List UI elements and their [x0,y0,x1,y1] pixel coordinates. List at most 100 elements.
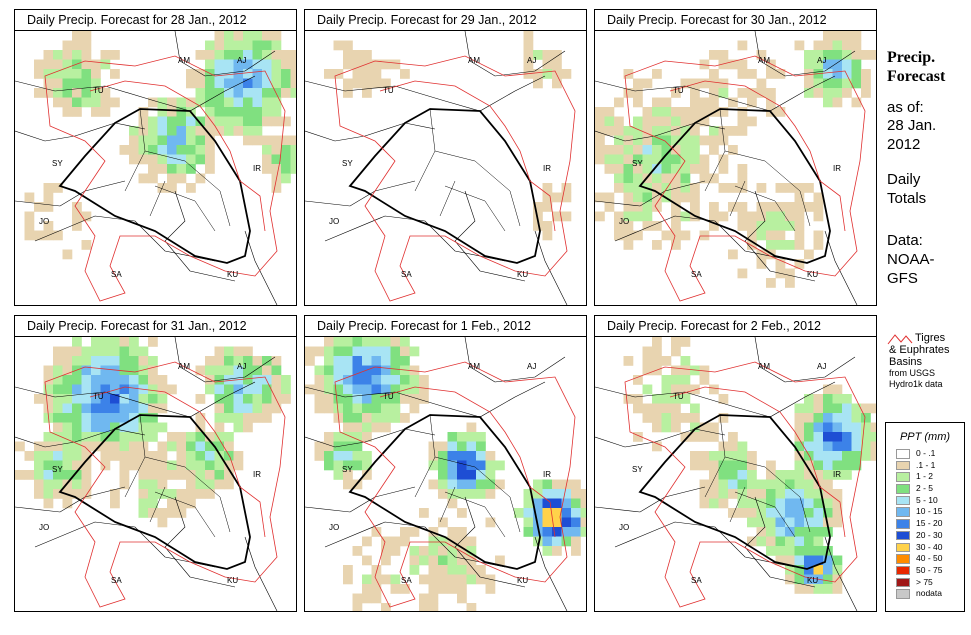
precip-cell [400,527,410,537]
precip-cell [690,116,700,127]
precip-cell [642,145,653,155]
ppt-legend-row: 50 - 75 [886,565,964,577]
province-border [474,160,521,227]
precip-cell [352,413,363,423]
precip-cell [775,508,786,518]
precip-cell [362,346,372,357]
precip-cell [699,59,710,70]
precip-cell [362,413,372,423]
precip-cell [333,375,344,385]
precip-cell [343,432,353,442]
precip-cell [561,517,572,528]
precip-cell [148,508,158,518]
precip-cell [81,240,92,250]
precip-cell [457,451,467,461]
precip-cell [205,451,215,461]
precip-cell [438,479,448,490]
precip-cell [138,422,149,433]
precip-cell [362,593,372,604]
precip-cell [466,489,477,499]
precip-cell [728,460,738,471]
precip-cell [842,69,852,79]
precip-cell [633,173,643,184]
precip-cell [642,126,653,136]
precip-cell [243,135,253,146]
country-border [754,337,856,383]
precip-cell [466,422,477,433]
country-border [244,230,278,305]
precip-cell [690,126,700,136]
precip-cell [428,536,439,547]
province-border [124,150,146,192]
country-border [174,31,276,77]
precip-cell [766,69,776,79]
ppt-color-swatch [896,507,910,517]
country-label: SA [691,576,702,585]
precip-cell [72,221,82,231]
precip-cell [110,69,120,79]
precip-cell [542,517,553,528]
precip-cell [119,394,130,404]
precip-cell [62,498,73,509]
precip-cell [709,145,719,155]
precip-cell [195,126,206,136]
precip-cell [457,546,467,556]
precip-cell [53,394,63,404]
precip-cell [91,346,101,357]
precip-cell [409,555,420,566]
precip-cell [785,546,795,556]
precip-cell [523,517,534,528]
precip-cell [794,470,805,480]
precip-cell [352,460,363,471]
precip-cell [119,365,130,376]
precip-cell [100,432,111,442]
precip-cell [148,384,158,395]
country-border [744,496,816,588]
precip-cell [271,31,282,41]
precip-cell [381,536,391,547]
precip-cell [428,546,439,556]
ppt-legend-row: nodata [886,588,964,600]
precip-cell [756,50,767,60]
precip-cell [794,221,805,231]
precip-cell [110,422,120,433]
precip-cell [709,97,719,108]
precip-cell [314,403,325,414]
precip-cell [690,432,700,442]
precip-cell [271,375,282,385]
precip-cell [756,508,767,518]
precip-cell [842,40,852,51]
precip-cell [262,97,272,108]
precip-cell [214,460,225,471]
precip-cell [148,145,158,155]
precip-cell [652,202,662,212]
precip-cell [34,88,44,98]
precip-cell [91,375,101,385]
precip-cell [271,384,282,395]
precip-cell [709,88,719,98]
precip-cell [314,375,325,385]
precip-cell [580,527,586,537]
precip-cell [671,403,681,414]
precip-cell [680,230,691,241]
precip-cell [362,384,372,395]
precip-cell [91,59,101,70]
country-border [305,180,416,207]
map-panel: Daily Precip. Forecast for 28 Jan., 2012… [14,9,297,306]
precip-cell [485,517,496,528]
precip-cell [62,59,73,70]
precip-cell [53,432,63,442]
precip-cell [652,192,662,203]
precip-cell [794,192,805,203]
precip-cell [362,356,372,366]
precip-cell [400,346,410,357]
country-label: IR [833,164,841,173]
precip-cell [72,202,82,212]
precip-cell [186,69,196,79]
precip-cell [205,154,215,165]
country-label: SY [632,465,643,474]
precip-cell [623,145,634,155]
precip-cell [214,88,225,98]
country-border [595,122,726,142]
country-border [595,428,726,448]
